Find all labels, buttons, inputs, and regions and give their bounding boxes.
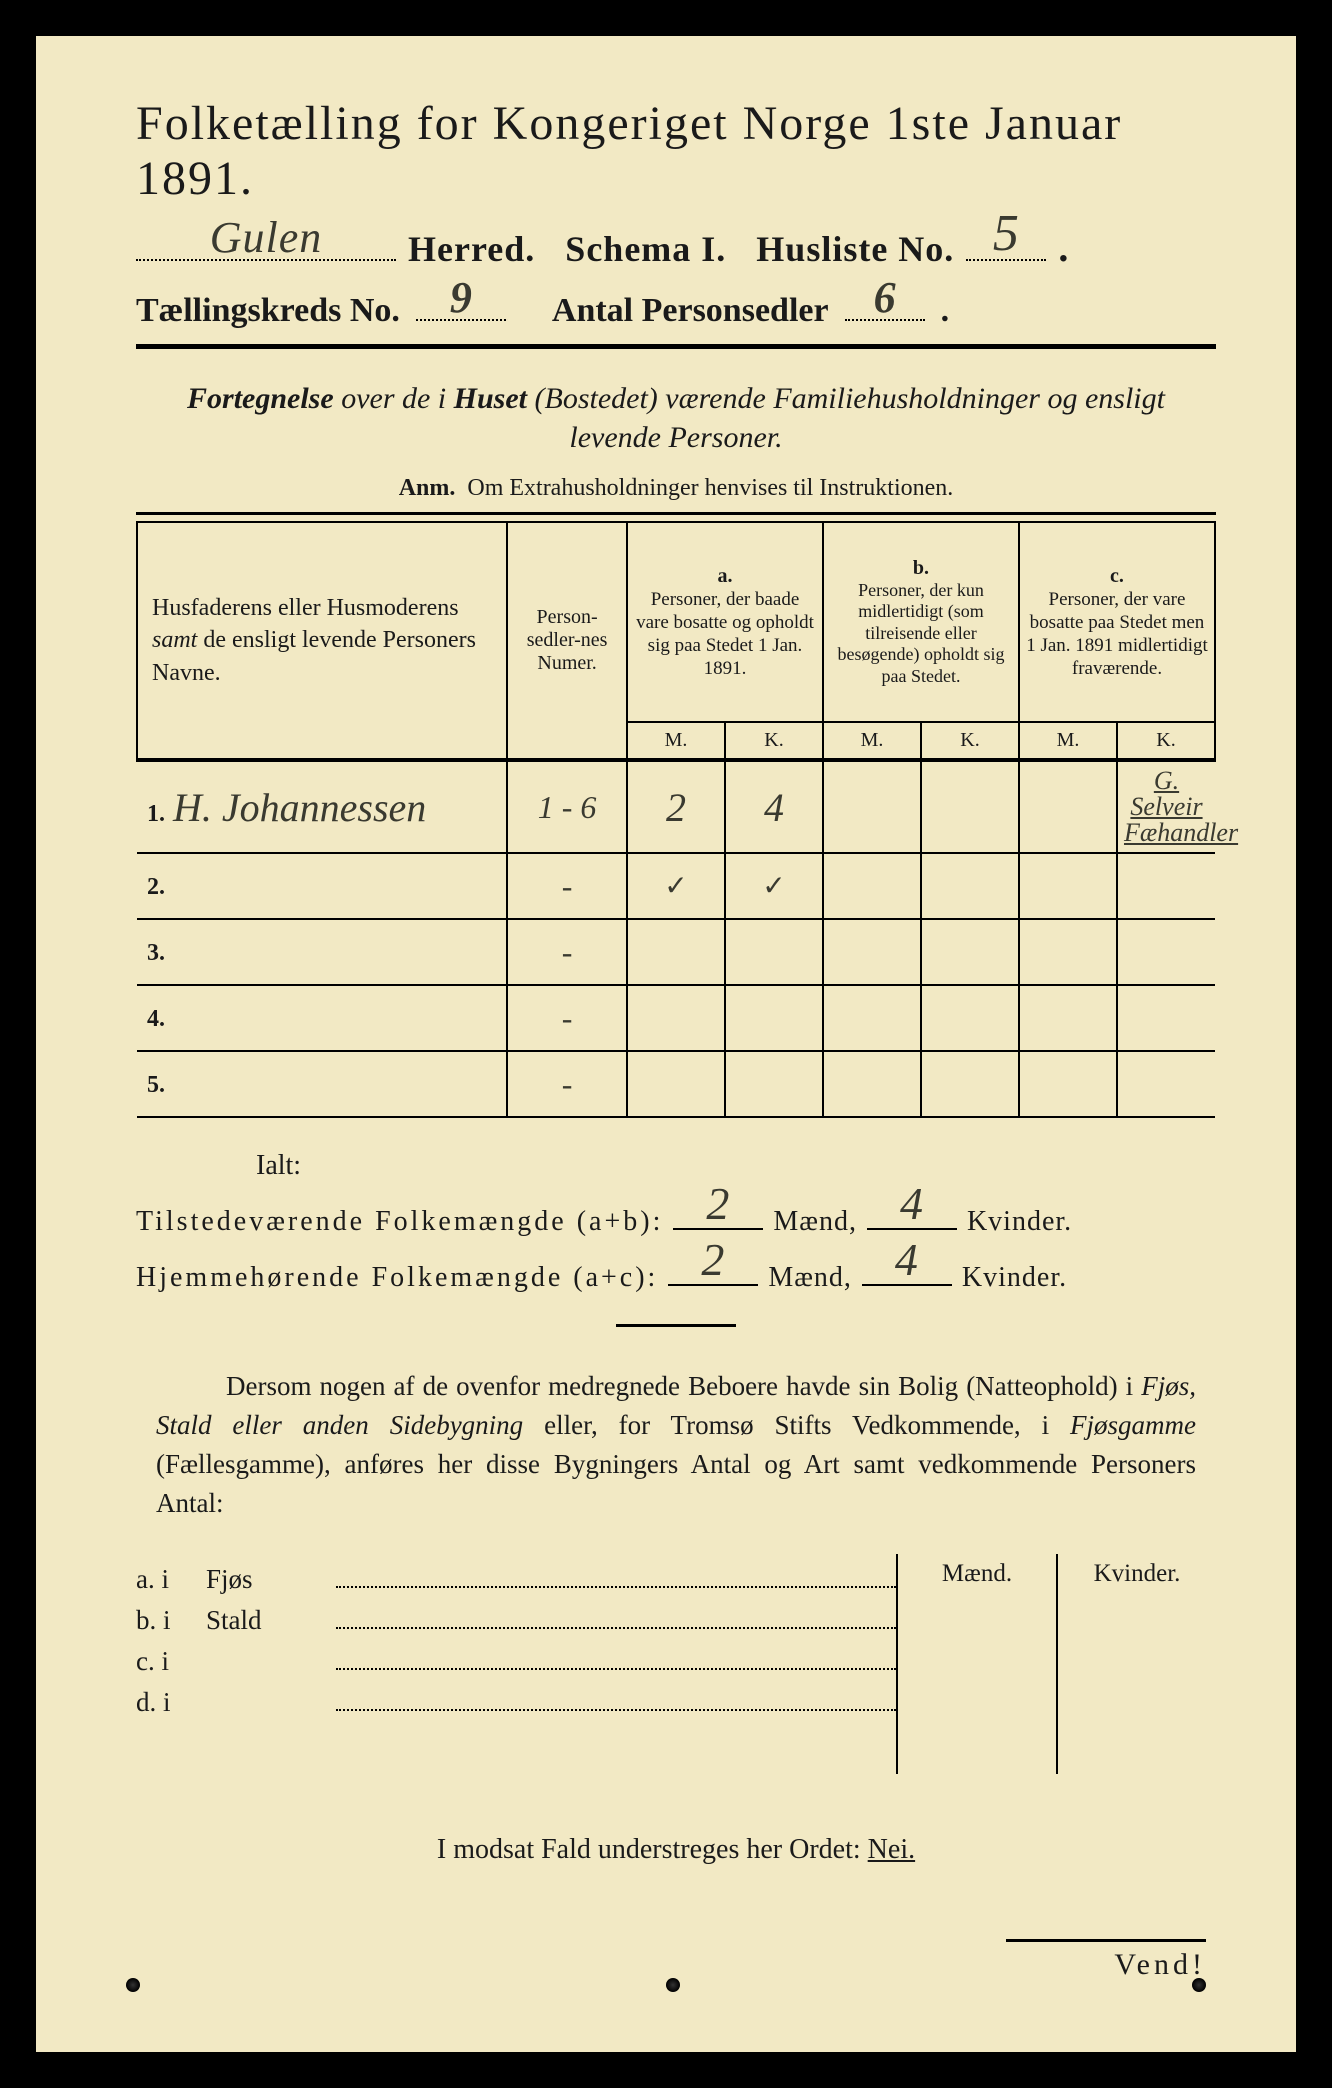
rule: [136, 512, 1216, 515]
sum-m-field: 2: [673, 1194, 763, 1230]
vend-label: Vend!: [1006, 1939, 1206, 1982]
building-row: b. iStald: [136, 1605, 896, 1636]
sum-resident-label: Hjemmehørende Folkemængde (a+c):: [136, 1262, 658, 1294]
antal-field: 6: [845, 285, 925, 321]
building-table: a. iFjøs b. iStald c. i d. i Mænd. Kvinder.: [136, 1554, 1216, 1774]
col-c-header: c. Personer, der vare bosatte paa Stedet…: [1019, 522, 1215, 722]
mk-header: M.: [627, 722, 725, 760]
kreds-field: 9: [416, 285, 506, 321]
kreds-value: 9: [416, 272, 506, 323]
tack-icon: [666, 1978, 680, 1992]
herred-label: Herred.: [408, 228, 535, 270]
schema-label: Schema I.: [565, 228, 726, 270]
kvinder-header: Kvinder.: [1056, 1554, 1216, 1594]
herred-line: Gulen Herred. Schema I. Husliste No. 5 .: [136, 224, 1216, 271]
building-row: a. iFjøs: [136, 1564, 896, 1595]
antal-value: 6: [845, 272, 925, 323]
tack-icon: [126, 1978, 140, 1992]
kvinder-col: [1056, 1594, 1216, 1774]
rule: [136, 344, 1216, 349]
sum-k-field: 4: [867, 1194, 957, 1230]
subtitle: Fortegnelse over de i Huset (Bostedet) v…: [176, 379, 1176, 457]
mk-header: K.: [725, 722, 823, 760]
building-row: c. i: [136, 1646, 896, 1677]
herred-value: Gulen: [136, 212, 396, 263]
mk-header: K.: [921, 722, 1019, 760]
sum-present-row: Tilstedeværende Folkemængde (a+b): 2 Mæn…: [136, 1194, 1216, 1238]
antal-label: Antal Personsedler: [552, 292, 829, 330]
maend-header: Mænd.: [898, 1554, 1056, 1594]
rule: [616, 1324, 736, 1327]
building-paragraph: Dersom nogen af de ovenfor medregnede Be…: [156, 1367, 1196, 1524]
sum-resident-row: Hjemmehørende Folkemængde (a+c): 2 Mænd,…: [136, 1250, 1216, 1294]
husliste-value: 5: [966, 204, 1046, 263]
husliste-label: Husliste No.: [756, 228, 954, 270]
sum-k-field: 4: [862, 1250, 952, 1286]
census-form-page: Folketælling for Kongeriget Norge 1ste J…: [20, 20, 1312, 2068]
nei-word: Nei.: [868, 1834, 915, 1865]
table-row: 2. - ✓ ✓: [137, 853, 1215, 919]
col-numer-header: Person-sedler-nes Numer.: [507, 522, 627, 760]
col-a-header: a. Personer, der baade vare bosatte og o…: [627, 522, 823, 722]
tack-icon: [1192, 1978, 1206, 1992]
mk-header: M.: [823, 722, 921, 760]
main-table: Husfaderens eller Husmoderens samt de en…: [136, 521, 1216, 1118]
col-names-header: Husfaderens eller Husmoderens samt de en…: [137, 522, 507, 760]
kreds-label: Tællingskreds No.: [136, 292, 400, 330]
mk-header: M.: [1019, 722, 1117, 760]
maend-col: [898, 1594, 1056, 1774]
table-row: 3. -: [137, 919, 1215, 985]
kreds-line: Tællingskreds No. 9 Antal Personsedler 6…: [136, 285, 1216, 330]
building-row: d. i: [136, 1687, 896, 1718]
col-b-header: b. Personer, der kun midlertidigt (som t…: [823, 522, 1019, 722]
husliste-field: 5: [966, 225, 1046, 261]
page-title: Folketælling for Kongeriget Norge 1ste J…: [136, 96, 1216, 206]
table-row: 1.H. Johannessen 1 - 6 2 4 G. SelveirFæh…: [137, 760, 1215, 853]
sum-present-label: Tilstedeværende Folkemængde (a+b):: [136, 1206, 663, 1238]
mk-header: K.: [1117, 722, 1215, 760]
table-row: 5. -: [137, 1051, 1215, 1117]
herred-field: Gulen: [136, 225, 396, 261]
table-row: 4. -: [137, 985, 1215, 1051]
sum-m-field: 2: [668, 1250, 758, 1286]
nei-line: I modsat Fald understreges her Ordet: Ne…: [136, 1834, 1216, 1866]
anm-note: Anm. Om Extrahusholdninger henvises til …: [136, 475, 1216, 502]
